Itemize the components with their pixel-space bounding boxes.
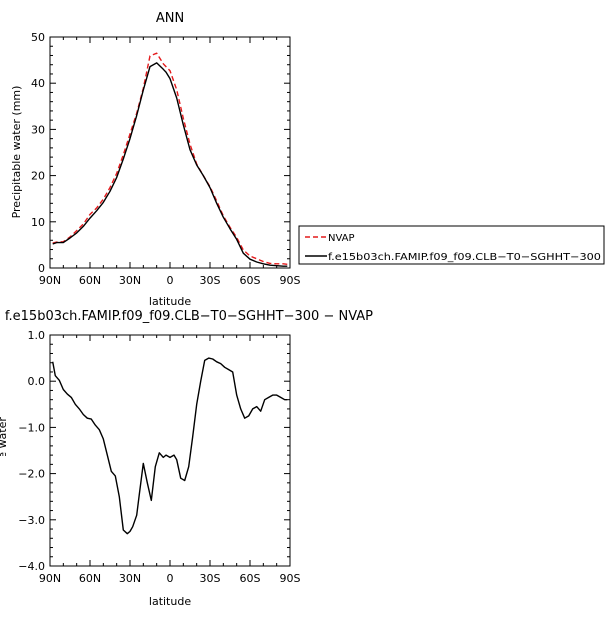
top-panel: ANN Precipitable water (mm) latitude 0 10… — [10, 11, 605, 308]
top-x-tick-label: 30N — [119, 274, 141, 287]
bottom-x-tick-label: 30N — [119, 572, 141, 585]
top-y-tick-label: 40 — [31, 77, 45, 90]
top-y-tick-label: 20 — [31, 170, 45, 183]
bottom-x-tick-label: 60S — [240, 572, 261, 585]
legend-label-model: f.e15b03ch.FAMIP.f09_f09.CLB−T0−SGHHT−30… — [328, 252, 601, 263]
top-series-line-f-e15b03ch-famip-f09-f09-clb-t0-sghht-300 — [52, 62, 288, 267]
top-x-tick-label: 30S — [200, 274, 221, 287]
top-x-tick-label: 0 — [167, 274, 174, 287]
top-x-tick-label: 60S — [240, 274, 261, 287]
top-plot-area: 0 10 20 30 40 50 90N 60N 30N 0 30S 60S 90S — [31, 31, 301, 287]
top-x-tick-label: 60N — [79, 274, 101, 287]
top-series-line-nvap — [52, 52, 288, 265]
bottom-y-axis-label: Precipitable water (mm) — [0, 384, 9, 517]
top-x-tick-label: 90N — [39, 274, 61, 287]
bottom-y-tick-label: −1.0 — [18, 421, 45, 434]
bottom-x-axis-label: latitude — [149, 595, 191, 608]
top-y-tick-label: 30 — [31, 123, 45, 136]
top-y-tick-label: 50 — [31, 31, 45, 44]
legend: NVAP f.e15b03ch.FAMIP.f09_f09.CLB−T0−SGH… — [298, 225, 605, 265]
bottom-x-tick-label: 60N — [79, 572, 101, 585]
legend-label-nvap: NVAP — [328, 233, 355, 244]
top-y-tick-label: 0 — [38, 262, 45, 275]
bottom-y-tick-label: −3.0 — [18, 514, 45, 527]
bottom-chart-title: f.e15b03ch.FAMIP.f09_f09.CLB−T0−SGHHT−30… — [5, 309, 373, 324]
bottom-y-tick-label: 0.0 — [28, 375, 46, 388]
bottom-x-tick-label: 30S — [200, 572, 221, 585]
bottom-y-axis-label-wrap: Precipitable water (mm) — [0, 384, 9, 517]
bottom-y-tick-label: −2.0 — [18, 468, 45, 481]
bottom-series-line-difference — [52, 357, 288, 535]
bottom-panel: f.e15b03ch.FAMIP.f09_f09.CLB−T0−SGHHT−30… — [0, 309, 373, 608]
top-x-axis-label: latitude — [149, 295, 191, 308]
bottom-y-tick-label: −4.0 — [18, 560, 45, 573]
bottom-y-tick-label: 1.0 — [28, 329, 46, 342]
bottom-axes-frame — [49, 334, 291, 567]
bottom-x-tick-label: 0 — [167, 572, 174, 585]
bottom-plot-area: −4.0 −3.0 −2.0 −1.0 0.0 1.0 90N 60N 30N 0 30S 60S 90… — [18, 329, 300, 585]
top-y-tick-label: 10 — [31, 216, 45, 229]
top-chart-title: ANN — [156, 11, 184, 26]
legend-box — [298, 225, 605, 265]
top-y-axis-label: Precipitable water (mm) — [10, 86, 23, 219]
bottom-x-tick-label: 90N — [39, 572, 61, 585]
top-x-tick-label: 90S — [280, 274, 301, 287]
bottom-x-tick-label: 90S — [280, 572, 301, 585]
